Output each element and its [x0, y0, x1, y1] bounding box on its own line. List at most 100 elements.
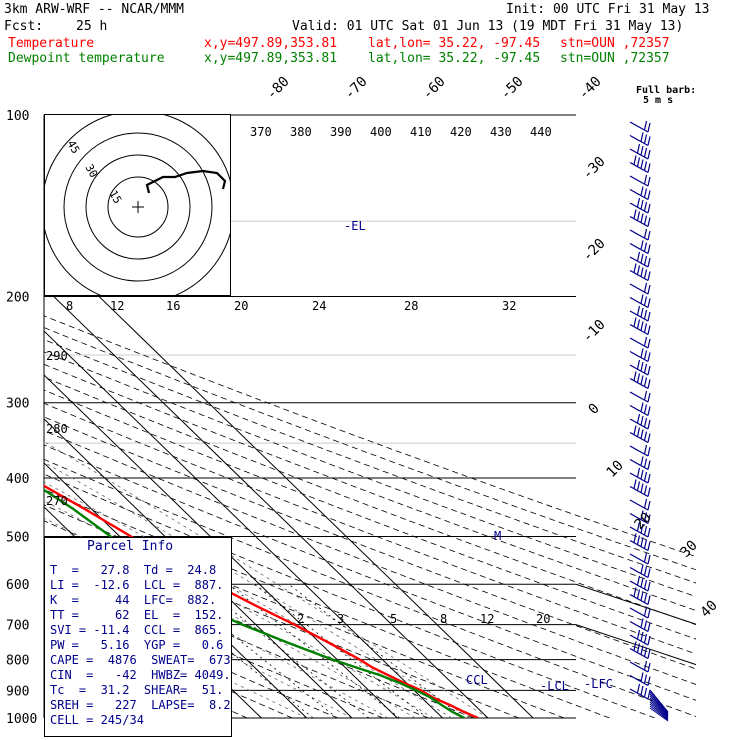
wind-barb-flag: [647, 149, 651, 160]
wind-barb: [629, 533, 651, 552]
wind-barb-staff: [629, 377, 649, 390]
mixing-ratio-label-8: 8: [440, 612, 447, 626]
wind-barb: [629, 336, 651, 349]
init-time: Init: 00 UTC Fri 31 May 13: [506, 2, 710, 17]
wind-barb-flag: [643, 363, 648, 374]
wind-barb-flag: [647, 203, 651, 214]
wind-barb: [629, 575, 651, 592]
wind-barb: [629, 618, 651, 633]
wind-barb-flag: [640, 375, 644, 385]
wind-barb-flag: [636, 251, 641, 262]
wind-barb: [629, 317, 651, 336]
wind-barb-flag: [647, 622, 651, 632]
wind-barb-staff: [629, 526, 649, 538]
dry-adiabat-390: [44, 402, 696, 655]
wind-barb-flag: [647, 662, 651, 673]
dry-adiabat-450: [44, 327, 696, 571]
wind-barb-staff: [629, 404, 649, 417]
hodograph-ring-label-15: 15: [106, 188, 124, 206]
model-title: 3km ARW-WRF -- NCAR/MMM: [4, 2, 185, 17]
parcel-row-cape: CAPE = 4876 SWEAT= 673: [50, 653, 231, 667]
full-barb-label: Full barb:: [636, 85, 697, 96]
wind-barb-staff: [629, 256, 649, 268]
wind-barb-flag: [643, 512, 648, 522]
theta-label-420: 420: [450, 125, 472, 139]
theta-left-label-270: 270: [46, 494, 68, 508]
wind-barb-flag: [643, 660, 648, 671]
wind-barb-flag: [647, 163, 651, 173]
wind-barb-staff: [629, 323, 649, 336]
wind-barb-staff: [629, 310, 649, 322]
forecast-label: Fcst:: [4, 19, 44, 34]
wind-barb: [629, 174, 651, 187]
isotherm-0: [44, 418, 353, 718]
theta-label-370: 370: [250, 125, 272, 139]
wind-barb-staff: [629, 512, 649, 525]
pressure-label-300: 300: [6, 397, 29, 412]
wind-barb-flag: [643, 255, 648, 266]
wind-barb-flag: [640, 307, 644, 318]
isotherm-40: [44, 242, 534, 718]
wind-barb-staff: [629, 485, 649, 498]
wind-barb-flag: [636, 629, 641, 640]
isotherm-label--70: -70: [342, 74, 371, 103]
wind-barb-flag: [643, 539, 648, 549]
wind-barb: [629, 186, 651, 201]
wind-barb-staff: [629, 121, 649, 133]
wind-barb-flag: [643, 336, 648, 347]
theta-label-430: 430: [490, 125, 512, 139]
wind-barb-staff: [629, 661, 649, 673]
wind-barb: [629, 132, 651, 147]
wind-barb-low: [649, 697, 669, 717]
parcel-row-cell: CELL = 245/34: [50, 713, 144, 727]
wind-barb: [629, 564, 651, 579]
wind-barb-flag: [643, 161, 648, 171]
wind-barb: [629, 228, 651, 241]
wind-barb-staff: [629, 499, 649, 511]
wind-barb-flag: [647, 284, 651, 295]
dry-adiabat-360: [44, 444, 696, 701]
wind-barb-flag: [640, 213, 644, 223]
wind-barb-flag: [636, 643, 641, 653]
wind-barb-staff: [629, 134, 649, 147]
hodograph-scale-28: 28: [404, 299, 418, 313]
wind-barb-staff: [629, 674, 649, 687]
wind-barb-flag: [636, 467, 641, 478]
wind-barb: [629, 467, 651, 484]
dry-adiabat-430: [44, 351, 696, 598]
wind-barb-flag: [643, 471, 648, 482]
hodograph-scale-32: 32: [502, 299, 516, 313]
wind-barb-flag: [636, 319, 641, 329]
hodograph-scale-24: 24: [312, 299, 326, 313]
wind-barb-flag: [643, 201, 648, 212]
wind-barb: [629, 155, 651, 174]
wind-barb-flag: [647, 514, 651, 524]
wind-barb-low: [649, 699, 669, 718]
wind-barb-flag: [647, 635, 651, 646]
wind-barb-flag: [643, 174, 648, 185]
wind-barb-flag: [643, 404, 648, 414]
wind-barb: [629, 587, 651, 606]
wind-barb-flag: [640, 483, 644, 493]
mixing-ratio-label-3: 3: [337, 612, 344, 626]
wind-barb-flag: [643, 485, 648, 495]
wind-barb-staff: [629, 202, 649, 214]
theta-left-label-290: 290: [46, 349, 68, 363]
wind-barb: [629, 143, 651, 160]
wind-barb-flag: [647, 568, 651, 578]
wind-barb-flag: [643, 674, 648, 684]
wind-barb-flag: [636, 589, 641, 599]
annotation-m: M: [494, 529, 501, 543]
wind-barb: [629, 240, 651, 255]
parcel-info-title: Parcel Info: [87, 539, 174, 554]
wind-barb-flag: [636, 265, 641, 275]
wind-barb-flag: [647, 230, 651, 241]
wind-barb-flag: [647, 649, 651, 659]
wind-barb-staff: [629, 580, 649, 592]
wind-barb: [629, 552, 651, 565]
wind-barb: [629, 282, 651, 295]
wind-barb-flag: [636, 535, 641, 545]
wind-barb-flag: [636, 521, 641, 532]
mixing-ratio-label-5: 5: [390, 612, 397, 626]
frame-edge-700: [575, 624, 697, 666]
